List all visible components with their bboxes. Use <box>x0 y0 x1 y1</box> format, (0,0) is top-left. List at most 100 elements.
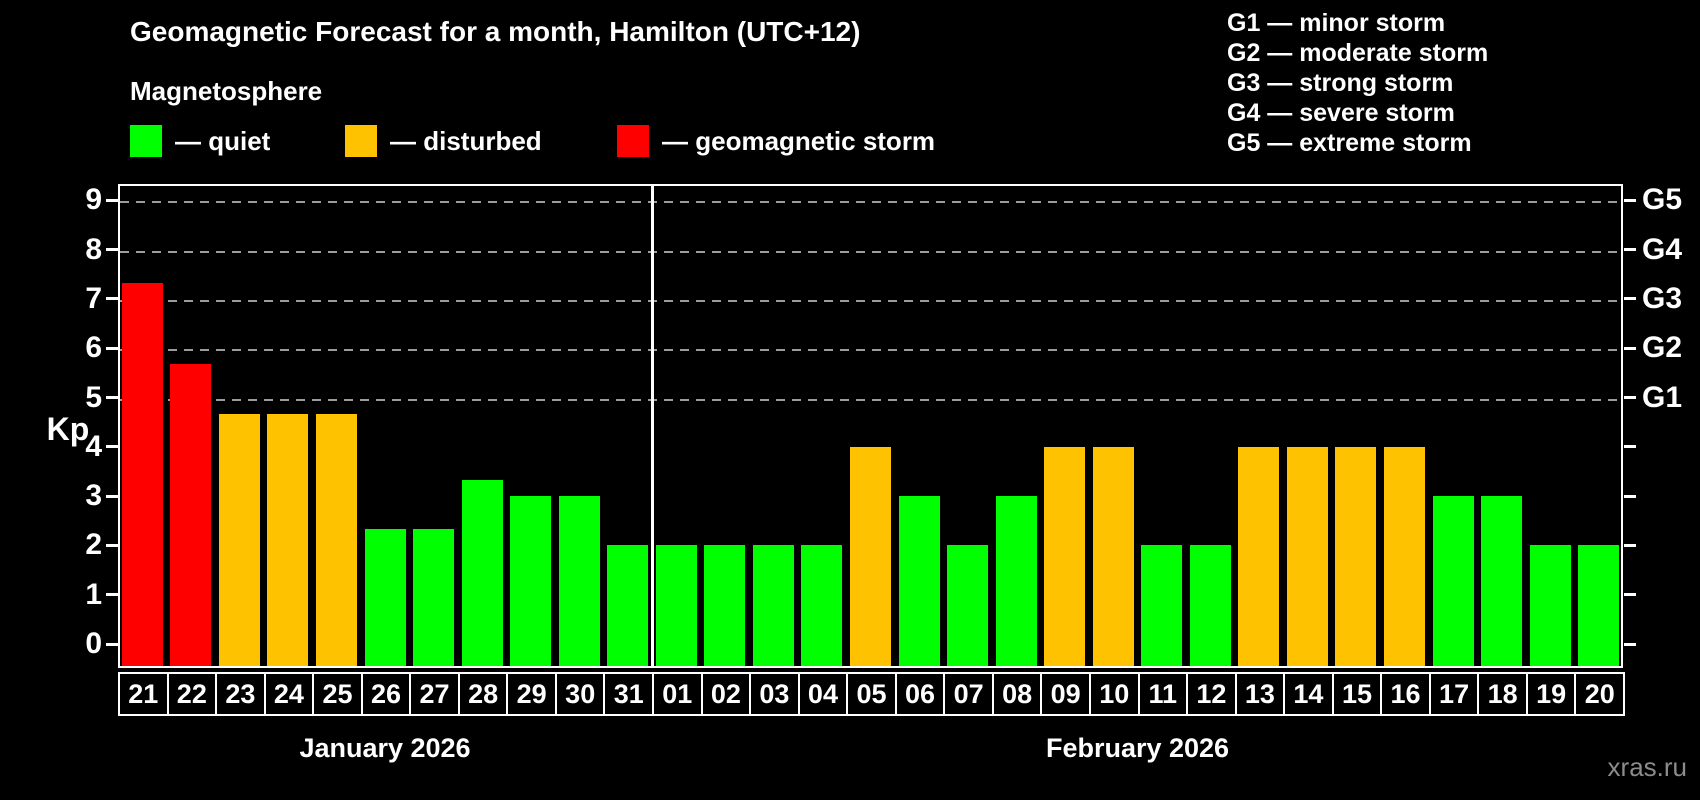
y-tick-label-0: 0 <box>85 627 102 660</box>
legend-item-quiet: — quiet <box>130 124 270 158</box>
day-cell-feb-08: 08 <box>991 672 1043 716</box>
day-cell-feb-18: 18 <box>1477 672 1528 716</box>
y-tick-mark-left-2 <box>106 543 118 547</box>
bar-feb-20 <box>1578 545 1620 666</box>
day-cell-feb-19: 19 <box>1525 672 1577 716</box>
day-cell-jan-28: 28 <box>457 672 509 716</box>
legend-label-quiet: — quiet <box>175 125 271 156</box>
bar-feb-16 <box>1384 446 1426 666</box>
y-tick-label-9: 9 <box>85 183 102 217</box>
bar-feb-08 <box>995 496 1037 666</box>
day-cell-jan-22: 22 <box>166 672 218 716</box>
right-axis-label-g5: G5 <box>1642 183 1683 217</box>
day-cell-jan-31: 31 <box>603 672 655 716</box>
y-tick-mark-right-8 <box>1624 248 1636 252</box>
bar-jan-30 <box>558 496 600 666</box>
g-scale-line-g5: G5 — extreme storm <box>1227 129 1472 157</box>
right-axis-label-g2: G2 <box>1642 331 1683 365</box>
gridline-kp-9 <box>120 201 1621 204</box>
bar-jan-26 <box>364 529 406 666</box>
bar-feb-17 <box>1432 496 1474 666</box>
bar-jan-25 <box>315 413 357 666</box>
quiet-color-swatch <box>130 125 162 157</box>
y-tick-label-6: 6 <box>85 331 102 365</box>
bar-jan-24 <box>267 413 309 666</box>
day-cell-jan-27: 27 <box>409 672 460 716</box>
legend-item-storm: — geomagnetic storm <box>617 124 935 158</box>
bar-feb-13 <box>1238 446 1280 666</box>
legend-label-disturbed: — disturbed <box>390 125 542 156</box>
bar-jan-21 <box>121 282 163 666</box>
g-scale-line-g3: G3 — strong storm <box>1227 69 1454 97</box>
day-cell-feb-15: 15 <box>1331 672 1383 716</box>
y-tick-label-4: 4 <box>85 429 102 463</box>
day-cell-feb-16: 16 <box>1380 672 1431 716</box>
bar-jan-28 <box>461 479 503 666</box>
g-scale-line-g4: G4 — severe storm <box>1227 99 1455 127</box>
y-tick-mark-left-1 <box>106 593 118 597</box>
day-cell-feb-14: 14 <box>1283 672 1334 716</box>
y-tick-mark-left-7 <box>106 297 118 301</box>
y-tick-mark-left-4 <box>106 445 118 449</box>
bar-jan-29 <box>510 496 552 666</box>
watermark: xras.ru <box>1607 752 1687 782</box>
g-scale-line-g1: G1 — minor storm <box>1227 9 1446 37</box>
disturbed-color-swatch <box>345 125 377 157</box>
day-cell-jan-26: 26 <box>360 672 412 716</box>
day-cell-feb-04: 04 <box>797 672 849 716</box>
g-scale-line-g2: G2 — moderate storm <box>1227 39 1489 67</box>
day-cell-feb-10: 10 <box>1088 672 1140 716</box>
right-axis-label-g3: G3 <box>1642 281 1683 315</box>
day-cell-jan-24: 24 <box>263 672 315 716</box>
bar-feb-07 <box>947 545 989 666</box>
bar-feb-19 <box>1529 545 1571 666</box>
y-tick-mark-left-6 <box>106 346 118 350</box>
day-cell-feb-06: 06 <box>894 672 946 716</box>
right-axis-label-g1: G1 <box>1642 380 1683 414</box>
bar-feb-09 <box>1044 446 1086 666</box>
y-tick-mark-right-9 <box>1624 198 1636 202</box>
y-tick-mark-left-9 <box>106 198 118 202</box>
day-cell-feb-12: 12 <box>1186 672 1237 716</box>
y-tick-label-5: 5 <box>85 380 102 414</box>
legend-title: Magnetosphere <box>130 76 323 106</box>
y-tick-mark-right-0 <box>1624 642 1636 646</box>
bar-feb-10 <box>1092 446 1134 666</box>
bar-feb-14 <box>1286 446 1328 666</box>
day-cell-feb-05: 05 <box>846 672 897 716</box>
bar-feb-05 <box>850 446 891 666</box>
y-tick-mark-right-1 <box>1624 593 1636 597</box>
day-cell-jan-21: 21 <box>118 672 169 716</box>
day-cell-feb-13: 13 <box>1234 672 1286 716</box>
right-axis-label-g4: G4 <box>1642 232 1683 266</box>
y-axis-label: Kp <box>46 411 90 447</box>
gridline-kp-7 <box>120 299 1621 302</box>
y-tick-mark-right-5 <box>1624 396 1636 399</box>
y-tick-mark-left-8 <box>106 248 118 252</box>
bar-jan-22 <box>170 364 212 666</box>
bar-jan-31 <box>607 545 649 666</box>
gridline-kp-5 <box>120 398 1621 401</box>
storm-color-swatch <box>617 125 649 157</box>
bar-feb-15 <box>1335 446 1377 666</box>
day-cell-jan-30: 30 <box>554 672 606 716</box>
day-cell-feb-01: 01 <box>652 672 703 716</box>
day-cell-feb-17: 17 <box>1428 672 1480 716</box>
y-tick-mark-left-0 <box>106 642 118 646</box>
day-cell-jan-25: 25 <box>312 672 363 716</box>
day-cell-feb-20: 20 <box>1574 672 1625 716</box>
legend-item-disturbed: — disturbed <box>345 124 542 158</box>
month-label-0: January 2026 <box>299 733 471 763</box>
y-tick-mark-right-2 <box>1624 543 1636 547</box>
y-tick-mark-left-3 <box>106 494 118 498</box>
legend-label-storm: — geomagnetic storm <box>662 125 936 156</box>
y-tick-mark-right-7 <box>1624 297 1636 301</box>
bar-feb-03 <box>752 545 794 666</box>
bar-feb-18 <box>1481 496 1523 666</box>
y-tick-label-8: 8 <box>85 232 102 266</box>
month-label-1: February 2026 <box>1045 733 1230 763</box>
bar-feb-12 <box>1189 545 1231 666</box>
plot-area <box>118 184 1623 668</box>
page-title: Geomagnetic Forecast for a month, Hamilt… <box>130 16 861 47</box>
